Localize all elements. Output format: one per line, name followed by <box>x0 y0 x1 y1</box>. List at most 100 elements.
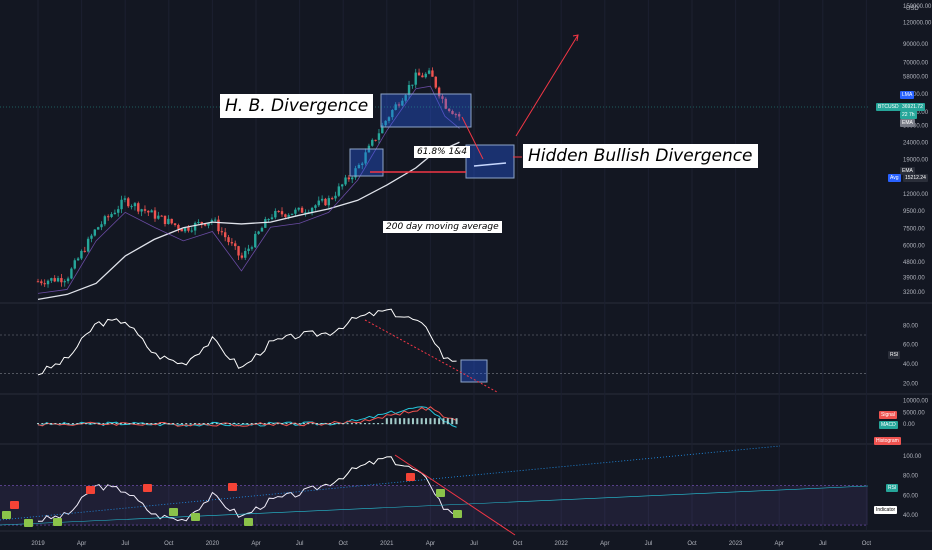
macd-histogram-bar <box>50 423 53 425</box>
candle-body <box>277 210 280 212</box>
macd-histogram-bar <box>37 423 39 425</box>
price-tick-label: 4800.00 <box>903 260 925 266</box>
candle-body <box>86 238 90 252</box>
macd-histogram-bar <box>237 423 240 425</box>
candle-body <box>150 210 153 213</box>
candle-body <box>173 223 177 225</box>
candle-body <box>167 218 170 225</box>
projection-arrow <box>515 34 579 137</box>
macd-tick-label: 0.00 <box>903 422 915 428</box>
indicator-series-line <box>37 456 457 522</box>
macd-histogram-bar <box>163 423 166 425</box>
tag-ema: EMA <box>900 119 915 127</box>
candle-body <box>60 278 63 283</box>
price-tick-label: 46000.00 <box>903 92 929 98</box>
macd-histogram-bar <box>58 423 61 425</box>
candle-body <box>260 227 264 232</box>
candle-body <box>394 104 397 110</box>
down-arrow <box>461 116 484 160</box>
candle-body <box>76 258 80 261</box>
candle-body <box>153 210 157 219</box>
candle-body <box>63 281 66 283</box>
macd-histogram-bar <box>211 423 214 425</box>
unit-text: USD <box>906 6 919 12</box>
macd-series-line <box>37 406 457 427</box>
candle-body <box>421 75 424 78</box>
candle-body <box>90 235 93 239</box>
tag-lma: LMA <box>900 91 915 99</box>
candle-body <box>227 237 230 243</box>
indicator-tick-label: 40.00 <box>903 513 919 519</box>
price-tick-label: 12000.00 <box>903 192 929 198</box>
macd-histogram-bar <box>84 423 87 425</box>
candle-body <box>397 104 401 106</box>
divergence-box-right <box>465 144 515 179</box>
macd-histogram-bar <box>93 423 96 425</box>
candle-body <box>170 218 173 224</box>
candle-body <box>447 108 451 112</box>
tag-ticker: BTCUSD <box>876 103 901 111</box>
time-tick-label: Apr <box>426 541 435 547</box>
macd-histogram-bar <box>193 423 196 425</box>
signal-marker-down <box>10 501 19 509</box>
rsi-series-line <box>37 308 457 376</box>
tag-avg: Avg <box>888 174 901 182</box>
rsi-trendline <box>364 319 498 393</box>
candle-body <box>290 213 294 215</box>
annotation-hb-divergence[interactable]: H. B. Divergence <box>220 94 374 118</box>
rsi-tick-label: 80.00 <box>903 323 919 329</box>
time-tick-label: Oct <box>513 541 523 547</box>
macd-histogram-bar <box>115 423 118 425</box>
candle-body <box>207 222 210 226</box>
macd-histogram-bar <box>128 423 131 425</box>
candle-body <box>40 281 43 284</box>
annotation-200-day-ma[interactable]: 200 day moving average <box>383 221 502 233</box>
time-tick-label: 2021 <box>380 541 394 547</box>
candle-body <box>163 215 167 225</box>
candle-body <box>354 168 357 178</box>
macd-histogram-bar <box>281 423 284 425</box>
macd-histogram-bar <box>337 423 340 425</box>
candle-body <box>417 72 421 76</box>
candle-body <box>147 210 150 213</box>
tag-macd: MACD <box>879 421 898 429</box>
candle-body <box>50 278 53 281</box>
tag-indicator: Indicator <box>874 506 898 514</box>
candle-body <box>414 72 417 85</box>
macd-histogram-bar <box>438 418 441 425</box>
candle-body <box>133 203 137 207</box>
annotation-fib-level[interactable]: 61.8% 1&4 <box>414 146 470 158</box>
macd-histogram-bar <box>394 418 397 425</box>
candle-body <box>340 184 344 187</box>
macd-histogram-bar <box>298 423 301 425</box>
candle-body <box>320 198 324 201</box>
candle-body <box>140 209 143 212</box>
candle-body <box>217 219 220 232</box>
candle-body <box>357 164 361 169</box>
macd-histogram-bar <box>132 423 135 425</box>
candle-body <box>451 111 454 115</box>
candle-body <box>117 209 120 213</box>
macd-histogram-bar <box>420 418 423 425</box>
price-tick-label: 70000.00 <box>903 61 929 67</box>
candle-body <box>100 224 103 228</box>
macd-histogram-bar <box>289 423 292 425</box>
macd-histogram-bar <box>172 423 175 425</box>
candle-body <box>401 100 404 106</box>
macd-histogram-bar <box>220 423 223 425</box>
candle-body <box>120 199 123 210</box>
macd-histogram-bar <box>189 423 192 425</box>
time-tick-label: Oct <box>339 541 349 547</box>
candle-body <box>103 216 107 225</box>
macd-histogram-bar <box>429 418 432 425</box>
macd-histogram-bar <box>76 423 79 425</box>
candle-body <box>441 96 444 99</box>
price-tick-label: 9500.00 <box>903 209 925 215</box>
annotation-hidden-bullish-divergence[interactable]: Hidden Bullish Divergence <box>523 144 758 168</box>
price-tick-label: 19000.00 <box>903 158 929 164</box>
time-tick-label: Jul <box>296 541 304 547</box>
candle-body <box>297 207 300 210</box>
macd-histogram-bar <box>333 423 336 425</box>
candle-body <box>310 207 314 213</box>
macd-histogram-bar <box>416 418 419 425</box>
